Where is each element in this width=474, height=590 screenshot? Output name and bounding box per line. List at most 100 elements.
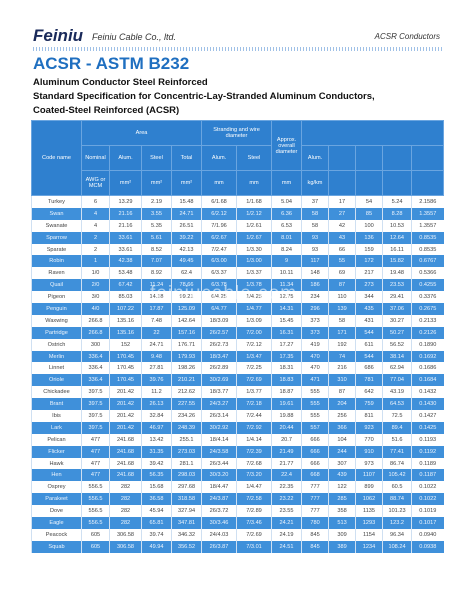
table-cell: 0.1425 xyxy=(411,421,444,434)
table-cell: 555 xyxy=(301,386,329,399)
table-cell: 3.55 xyxy=(141,207,172,220)
table-cell: 17.87 xyxy=(141,303,172,315)
table-cell: 87 xyxy=(328,279,356,292)
table-cell: 16.31 xyxy=(271,326,302,339)
table-cell: 273.03 xyxy=(170,445,202,458)
table-cell: 12.64 xyxy=(382,231,412,244)
table-cell: 439 xyxy=(328,469,356,482)
table-cell: 54 xyxy=(355,195,383,208)
table-cell: 1/2.61 xyxy=(236,219,272,232)
table-cell: Hawk xyxy=(31,457,82,470)
table-cell: Eagle xyxy=(31,517,82,529)
table-body: Turkey 6 13.29 2.19 15.48 6/1.68 1/1.68 5.04 37 1… xyxy=(31,195,444,553)
divider xyxy=(33,47,442,51)
table-cell: 152 xyxy=(109,338,142,351)
table-cell: 0.1193 xyxy=(411,433,444,446)
table-cell: 366 xyxy=(328,421,356,434)
header-cell: AWG or MCM xyxy=(81,170,110,196)
table-cell: 56.52 xyxy=(382,338,412,351)
table-cell: 6/1.68 xyxy=(201,195,237,208)
table-cell: 471 xyxy=(301,374,329,387)
table-cell: 6/3.00 xyxy=(201,255,237,268)
table-row: Swan 4 21.16 3.55 24.71 6/2.12 1/2.12 6.36 58 27 8… xyxy=(31,207,444,220)
table-cell: Swan xyxy=(31,207,82,220)
table-cell: 33.61 xyxy=(109,243,142,256)
table-cell: 23.53 xyxy=(382,279,412,292)
table-cell: 0.1022 xyxy=(411,481,444,494)
table-cell: 0.2126 xyxy=(411,326,444,339)
table-cell: Waxwing xyxy=(31,314,82,327)
header-cell xyxy=(355,145,384,171)
table-cell: 327.94 xyxy=(170,505,202,518)
table-cell: 1/2.12 xyxy=(236,207,272,220)
table-cell: 0.1017 xyxy=(411,517,444,529)
table-cell: 13.42 xyxy=(141,433,172,446)
table-cell: 26/2.57 xyxy=(201,326,237,339)
table-cell: 29.41 xyxy=(382,291,412,304)
table-cell: 397.5 xyxy=(81,398,110,411)
title: ACSR - ASTM B232 xyxy=(33,54,190,73)
table-cell: 477 xyxy=(81,469,110,482)
table-cell: 1/4.77 xyxy=(236,303,272,315)
table-cell: 777 xyxy=(301,505,329,518)
table-cell: 12.75 xyxy=(271,291,302,304)
table-cell: 43 xyxy=(328,231,356,244)
table-row: Sparrow 2 33.61 5.61 39.22 6/2.67 1/2.67 8.01 93… xyxy=(31,231,444,244)
table-cell: 123.2 xyxy=(382,517,412,529)
table-cell: 24.21 xyxy=(271,517,302,529)
table-cell: 45.94 xyxy=(141,505,172,518)
table-cell: 11.34 xyxy=(271,279,302,292)
table-cell: 186 xyxy=(301,279,329,292)
table-cell: 759 xyxy=(355,398,383,411)
table-cell: Merlin xyxy=(31,350,82,363)
table-cell: 266.8 xyxy=(81,326,110,339)
table-cell: 24.19 xyxy=(271,528,302,541)
table-cell: 72.5 xyxy=(382,410,412,422)
table-cell: 27.81 xyxy=(141,362,172,375)
table-cell: 26/3.14 xyxy=(201,410,237,422)
table-cell: 24/3.87 xyxy=(201,493,237,506)
table-cell: 15.48 xyxy=(170,195,202,208)
table-cell: 1.3557 xyxy=(411,207,444,220)
table-cell: 18/3.47 xyxy=(201,350,237,363)
table-cell: 93 xyxy=(301,231,329,244)
table-cell: Quail xyxy=(31,279,82,292)
table-cell: 7.07 xyxy=(141,255,172,268)
table-cell: 49.45 xyxy=(170,255,202,268)
table-cell: 30/3.46 xyxy=(201,517,237,529)
table-cell: 74 xyxy=(328,350,356,363)
table-cell: 923 xyxy=(355,421,383,434)
table-cell: 14.31 xyxy=(271,303,302,315)
table-row: Flicker 477 241.68 31.35 273.03 24/3.58 7/2.39… xyxy=(31,445,444,458)
table-cell: 0.4255 xyxy=(411,279,444,292)
table-cell: 248.39 xyxy=(170,421,202,434)
table-cell: 18.31 xyxy=(271,362,302,375)
table-cell: 8.24 xyxy=(271,243,302,256)
table-cell: 3/0 xyxy=(81,291,110,304)
table-cell: 170.45 xyxy=(109,374,142,387)
table-cell: Dove xyxy=(31,505,82,518)
table-cell: Turkey xyxy=(31,195,82,208)
table-cell: 0.1432 xyxy=(411,386,444,399)
table-cell: 77.41 xyxy=(382,445,412,458)
table-row: Ibis 397.5 201.42 32.84 234.26 26/3.14 7/2.44 1… xyxy=(31,410,444,422)
table-cell: 201.42 xyxy=(109,386,142,399)
table-cell: 88.74 xyxy=(382,493,412,506)
table-cell: 18/3.77 xyxy=(201,386,237,399)
table-cell: 201.42 xyxy=(109,410,142,422)
table-cell: 358 xyxy=(328,505,356,518)
table-cell: Pelican xyxy=(31,433,82,446)
header-cell: mm² xyxy=(141,170,172,196)
table-cell: 309 xyxy=(328,528,356,541)
table-cell: 8.52 xyxy=(141,243,172,256)
table-cell: Penguin xyxy=(31,303,82,315)
table-cell: 17 xyxy=(328,195,356,208)
table-cell: 6/4.77 xyxy=(201,303,237,315)
table-cell: 85.03 xyxy=(109,291,142,304)
table-cell: 0.8535 xyxy=(411,243,444,256)
table-cell: 397.5 xyxy=(81,421,110,434)
table-cell: 108.24 xyxy=(382,540,412,553)
table-cell: 7/3.46 xyxy=(236,517,272,529)
table-cell: 347.81 xyxy=(170,517,202,529)
table-cell: 300 xyxy=(81,338,110,351)
